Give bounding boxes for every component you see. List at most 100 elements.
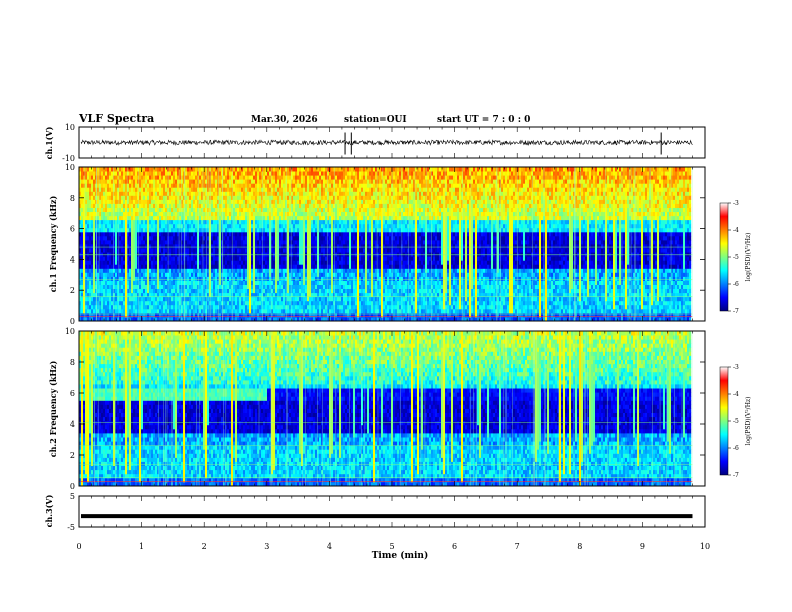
ch1-spec-cell bbox=[211, 195, 214, 200]
ch1-spec-cell bbox=[171, 260, 174, 265]
ch1-spec-cell bbox=[253, 231, 256, 237]
ch1-spec-cell bbox=[291, 235, 294, 241]
ch1-spec-cell bbox=[311, 248, 314, 253]
ch1-spec-cell bbox=[153, 223, 156, 229]
ch1-spec-cell bbox=[243, 171, 246, 176]
ch1-spec-cell bbox=[315, 260, 318, 265]
ch1-spec-cell bbox=[319, 231, 322, 237]
ch1-spec-cell bbox=[321, 191, 324, 196]
ch1-spec-cell bbox=[333, 308, 336, 314]
ch1-spec-cell bbox=[193, 215, 196, 221]
ch1-spec-cell bbox=[287, 187, 290, 192]
ch1-spec-cell bbox=[123, 195, 126, 200]
ch1-spec-cell bbox=[263, 272, 266, 277]
ch1-spec-cell bbox=[105, 199, 108, 204]
ch1-spec-cell bbox=[135, 195, 138, 200]
ch1-spec-cell bbox=[155, 167, 158, 172]
ch1-spec-cell bbox=[205, 248, 208, 253]
ch1-spec-cell bbox=[325, 183, 328, 188]
ch1-spec-cell bbox=[243, 183, 246, 188]
ch1-spec-cell bbox=[281, 183, 284, 188]
ch1-spec-cell bbox=[225, 300, 228, 306]
ch1-spec-cell bbox=[149, 175, 152, 180]
ch1-spec-cell bbox=[111, 264, 114, 269]
ch1-spec-cell bbox=[225, 227, 228, 233]
ch1-spec-cell bbox=[243, 211, 246, 217]
ch1-spec-cell bbox=[239, 304, 242, 310]
ch1-spec-cell bbox=[151, 175, 154, 180]
ch1-spec-cell bbox=[261, 268, 264, 273]
ch1-spec-cell bbox=[287, 211, 290, 217]
ch1-spec-cell bbox=[123, 191, 126, 196]
ch1-spec-cell bbox=[235, 292, 238, 298]
ch1-spec-cell bbox=[181, 167, 184, 172]
ch1-spec-cell bbox=[223, 239, 226, 245]
ch1-spec-cell bbox=[147, 280, 150, 285]
ch1-spec-cell bbox=[133, 207, 136, 212]
ch1-spec-cell bbox=[165, 239, 168, 245]
ch1-spec-cell bbox=[327, 207, 330, 212]
ch1-spec-cell bbox=[215, 183, 218, 188]
ch1-spec-cell bbox=[333, 292, 336, 298]
ch1-spec-cell bbox=[209, 195, 212, 200]
ch1-spec-cell bbox=[329, 191, 332, 196]
ch1-spec-cell bbox=[317, 256, 320, 261]
ch1-spec-cell bbox=[201, 272, 204, 277]
ch1-spec-cell bbox=[331, 187, 334, 192]
ch1-spec-cell bbox=[205, 179, 208, 184]
ch1-spec-cell bbox=[233, 260, 236, 265]
ch1-spec-cell bbox=[245, 171, 248, 176]
ch1-spec-cell bbox=[165, 296, 168, 302]
ch1-spec-cell bbox=[131, 244, 134, 249]
ch1-spec-cell bbox=[235, 304, 238, 310]
ch1-spec-cell bbox=[119, 223, 122, 229]
ch1-spec-cell bbox=[159, 300, 162, 306]
ch1-spec-cell bbox=[211, 191, 214, 196]
ch1-spec-cell bbox=[169, 284, 172, 289]
ch1-spec-cell bbox=[327, 231, 330, 237]
ch1-spec-cell bbox=[191, 300, 194, 306]
ch1-spec-cell bbox=[287, 203, 290, 208]
ch1-spec-cell bbox=[109, 187, 112, 192]
ch1-spec-cell bbox=[101, 219, 104, 225]
ch1-spec-cell bbox=[93, 244, 96, 249]
ch1-spec-cell bbox=[83, 171, 86, 176]
ch1-spec-cell bbox=[253, 235, 256, 241]
ch1-spec-cell bbox=[159, 199, 162, 204]
ch1-spec-cell bbox=[307, 304, 310, 310]
ch1-spec-cell bbox=[199, 276, 202, 281]
ch1-spec-cell bbox=[247, 296, 250, 302]
ch1-spec-cell bbox=[141, 288, 144, 294]
ch1-spec-cell bbox=[229, 272, 232, 277]
ch1-spec-cell bbox=[249, 195, 252, 200]
ch1-spec-cell bbox=[83, 175, 86, 180]
ch1-spec-cell bbox=[177, 199, 180, 204]
ch1-spec-cell bbox=[313, 256, 316, 261]
ch1-spec-cell bbox=[99, 219, 102, 225]
ch1-spec-cell bbox=[281, 308, 284, 314]
ch1-spec-cell bbox=[213, 280, 216, 285]
ch1-spec-cell bbox=[317, 260, 320, 265]
ch1-spec-cell bbox=[197, 183, 200, 188]
ch1-spec-cell bbox=[233, 183, 236, 188]
ch1-spec-cell bbox=[277, 280, 280, 285]
ch1-spec-cell bbox=[93, 231, 96, 237]
ch1-spec-cell bbox=[105, 284, 108, 289]
ch1-spec-cell bbox=[175, 268, 178, 273]
ch1-spec-cell bbox=[153, 284, 156, 289]
ch1-spec-cell bbox=[85, 244, 88, 249]
ch1-spec-cell bbox=[311, 296, 314, 302]
ch1-spec-cell bbox=[205, 264, 208, 269]
ch1-spec-cell bbox=[215, 284, 218, 289]
ch1-spec-cell bbox=[203, 276, 206, 281]
ch1-spec-cell bbox=[211, 316, 214, 322]
ch1-spec-cell bbox=[213, 199, 216, 204]
ch1-spec-cell bbox=[265, 264, 268, 269]
ch1-spec-cell bbox=[237, 183, 240, 188]
ch1-spec-cell bbox=[275, 191, 278, 196]
station-label: station=OUI bbox=[344, 115, 407, 125]
ch1-spec-cell bbox=[197, 207, 200, 212]
ch1-spec-cell bbox=[327, 199, 330, 204]
ch1-spec-cell bbox=[161, 264, 164, 269]
ch1-spec-cell bbox=[139, 276, 142, 281]
